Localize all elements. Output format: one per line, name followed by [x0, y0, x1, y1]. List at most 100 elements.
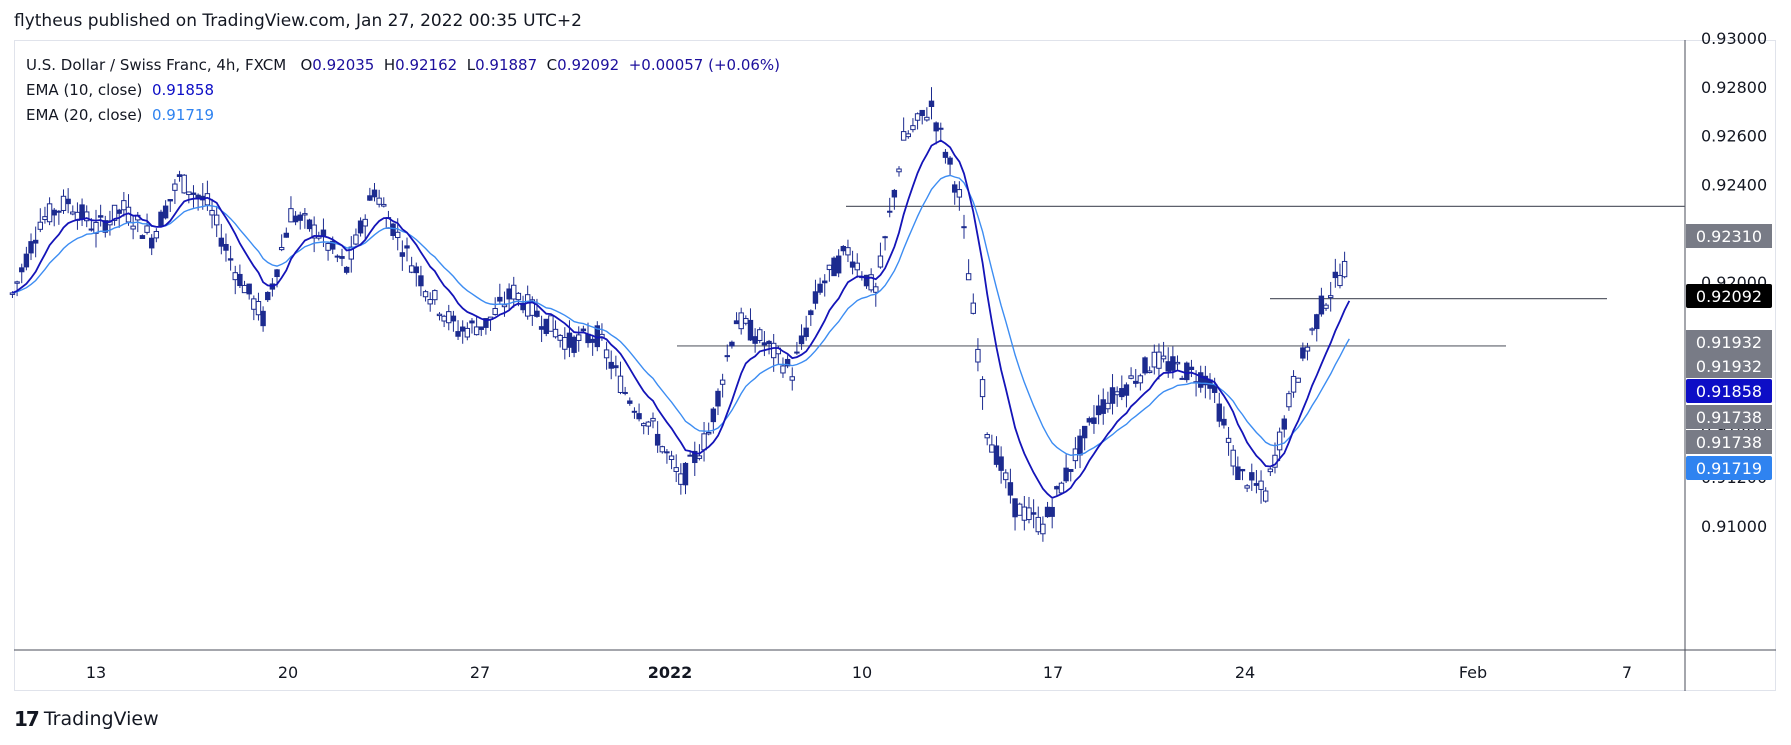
candle-body — [752, 336, 758, 344]
candle-body — [664, 451, 670, 454]
change-value: +0.00057 (+0.06%) — [628, 56, 781, 74]
candle-body — [766, 340, 772, 345]
candle-body — [241, 284, 248, 294]
candle-body — [1119, 388, 1125, 398]
candle-body — [278, 246, 285, 251]
low-value: 0.91887 — [475, 56, 538, 74]
candle-body — [1184, 362, 1190, 381]
candle-body — [1276, 431, 1283, 451]
candle-body — [1170, 356, 1176, 371]
candle-body — [1165, 361, 1171, 372]
x-tick-label: 10 — [852, 663, 872, 682]
x-tick-label: 7 — [1622, 663, 1632, 682]
candle-body — [1230, 449, 1236, 467]
price-label-box — [1686, 284, 1772, 308]
y-tick-label: 0.92600 — [1701, 127, 1767, 146]
y-tick-label: 0.93000 — [1701, 29, 1767, 48]
candle-body — [835, 255, 842, 274]
candle-body — [88, 228, 95, 231]
horizontal-lines — [677, 205, 1685, 347]
candle-body — [395, 231, 401, 239]
price-label-text: 0.92310 — [1696, 227, 1762, 246]
candle-body — [14, 281, 20, 284]
candle-body — [826, 264, 833, 271]
candle-body — [979, 379, 986, 398]
candle-body — [1044, 506, 1051, 518]
candle-body — [483, 318, 489, 328]
y-tick-label: 0.92800 — [1701, 78, 1767, 97]
candle-body — [1174, 361, 1181, 365]
candle-body — [910, 125, 916, 131]
candle-body — [627, 400, 633, 404]
candle-body — [975, 348, 981, 363]
candle-body — [1188, 366, 1195, 371]
candle-body — [817, 283, 823, 293]
candle-body — [288, 208, 294, 223]
candle-body — [186, 191, 192, 196]
ema10-label: EMA (10, close) — [26, 81, 143, 99]
candle-body — [455, 331, 461, 337]
candle-body — [1040, 523, 1046, 535]
candle-body — [181, 174, 187, 194]
candle-body — [497, 296, 503, 302]
candle-body — [589, 338, 596, 343]
candle-body — [1026, 507, 1032, 521]
candle-body — [914, 113, 921, 121]
candle-body — [37, 221, 43, 230]
time-axis-ticks: 13 20 27 2022 10 17 24 Feb 7 — [86, 663, 1632, 682]
candle-body — [1244, 485, 1250, 489]
candle-body — [172, 183, 178, 191]
ema20-row[interactable]: EMA (20, close) 0.91719 — [26, 103, 780, 128]
candle-body — [60, 195, 67, 211]
price-label-text: 0.91738 — [1696, 433, 1762, 452]
candle-body — [478, 326, 484, 330]
candle-body — [1058, 482, 1065, 494]
candle-body — [302, 213, 308, 216]
tradingview-footer[interactable]: 17 TradingView — [14, 707, 159, 731]
candle-body — [325, 243, 331, 251]
candle-body — [376, 197, 382, 205]
candle-body — [576, 334, 582, 341]
candle-body — [1253, 483, 1260, 486]
candle-body — [557, 334, 563, 341]
candle-body — [1142, 357, 1148, 374]
candle-body — [543, 318, 549, 334]
candle-body — [265, 291, 271, 301]
candle-body — [743, 318, 749, 324]
candle-body — [84, 211, 90, 222]
candle-body — [798, 335, 805, 345]
candle-body — [121, 200, 127, 211]
candle-body — [1239, 468, 1246, 472]
price-label-text: 0.91932 — [1696, 333, 1762, 352]
candle-body — [970, 302, 976, 314]
candle-body — [1007, 482, 1014, 496]
candle-body — [348, 246, 354, 260]
ema10-line — [12, 139, 1351, 499]
candle-body — [822, 280, 828, 284]
candle-body — [149, 237, 155, 249]
ema10-row[interactable]: EMA (10, close) 0.91858 — [26, 78, 780, 103]
price-label-text: 0.91858 — [1696, 382, 1762, 401]
candle-body — [441, 315, 447, 322]
candle-body — [808, 310, 814, 316]
candle-body — [399, 252, 406, 257]
tradingview-logo-icon: 17 — [14, 707, 40, 731]
candle-body — [23, 253, 30, 268]
candle-body — [357, 220, 364, 234]
x-tick-label: 17 — [1043, 663, 1063, 682]
candle-body — [1300, 347, 1306, 359]
price-label-box — [1686, 456, 1772, 480]
candle-body — [297, 214, 303, 221]
candle-body — [631, 410, 638, 413]
candle-body — [678, 473, 684, 485]
candle-body — [213, 214, 220, 226]
candle-body — [789, 376, 795, 381]
chart-frame[interactable] — [14, 40, 1776, 691]
candle-body — [353, 234, 359, 245]
candle-body — [840, 245, 847, 252]
ema20-value: 0.91719 — [151, 106, 214, 124]
candle-body — [218, 237, 225, 247]
candle-body — [237, 273, 243, 287]
candle-body — [738, 312, 744, 330]
